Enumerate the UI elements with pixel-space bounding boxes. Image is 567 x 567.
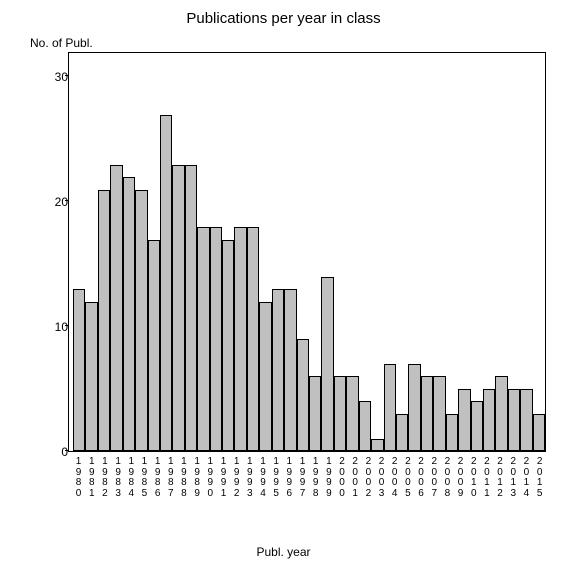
bar xyxy=(334,376,346,451)
x-tick-label: 1994 xyxy=(256,454,269,524)
y-tick-label: 0 xyxy=(38,445,68,459)
bar xyxy=(135,190,147,451)
bar xyxy=(197,227,209,451)
bar xyxy=(346,376,358,451)
y-tick-label: 10 xyxy=(38,320,68,334)
x-tick-label: 2013 xyxy=(507,454,520,524)
bar xyxy=(309,376,321,451)
x-tick-label: 2007 xyxy=(428,454,441,524)
y-tick-label: 20 xyxy=(38,195,68,209)
bar xyxy=(520,389,532,451)
chart-title: Publications per year in class xyxy=(0,10,567,27)
plot-area xyxy=(68,52,546,452)
bar xyxy=(483,389,495,451)
x-tick-label: 2006 xyxy=(414,454,427,524)
bar xyxy=(421,376,433,451)
x-tick-label: 1997 xyxy=(296,454,309,524)
bar xyxy=(234,227,246,451)
bar xyxy=(433,376,445,451)
bar xyxy=(508,389,520,451)
y-tick-label: 30 xyxy=(38,70,68,84)
x-tick-label: 1998 xyxy=(309,454,322,524)
bar xyxy=(247,227,259,451)
x-tick-label: 1989 xyxy=(191,454,204,524)
bar xyxy=(259,302,271,451)
x-tick-label: 2003 xyxy=(375,454,388,524)
bar xyxy=(321,277,333,451)
x-tick-label: 1996 xyxy=(283,454,296,524)
y-axis-label: No. of Publ. xyxy=(30,36,93,50)
y-tick-mark xyxy=(65,325,69,326)
x-tick-label: 2011 xyxy=(480,454,493,524)
bar xyxy=(98,190,110,451)
bar xyxy=(446,414,458,451)
bar xyxy=(110,165,122,451)
bar xyxy=(210,227,222,451)
x-tick-label: 1982 xyxy=(98,454,111,524)
x-tick-label: 2000 xyxy=(335,454,348,524)
x-tick-label: 1985 xyxy=(138,454,151,524)
bar xyxy=(284,289,296,451)
bar xyxy=(73,289,85,451)
x-axis-label: Publ. year xyxy=(0,545,567,559)
bar xyxy=(359,401,371,451)
x-tick-label: 1986 xyxy=(151,454,164,524)
x-tick-label: 2001 xyxy=(349,454,362,524)
x-tick-label: 1991 xyxy=(217,454,230,524)
x-tick-label: 2015 xyxy=(533,454,546,524)
bars-group xyxy=(69,53,545,451)
y-tick-mark xyxy=(65,450,69,451)
x-tick-label: 2004 xyxy=(388,454,401,524)
bar xyxy=(297,339,309,451)
bar xyxy=(185,165,197,451)
x-tick-label: 2002 xyxy=(362,454,375,524)
y-ticks: 0102030 xyxy=(38,52,68,452)
y-tick-mark xyxy=(65,200,69,201)
bar xyxy=(384,364,396,451)
x-tick-label: 1988 xyxy=(177,454,190,524)
bar xyxy=(222,240,234,451)
bar xyxy=(160,115,172,451)
bar xyxy=(408,364,420,451)
bar xyxy=(123,177,135,451)
x-tick-label: 1987 xyxy=(164,454,177,524)
x-tick-label: 1995 xyxy=(270,454,283,524)
x-tick-label: 2012 xyxy=(494,454,507,524)
bar xyxy=(458,389,470,451)
x-tick-label: 2010 xyxy=(467,454,480,524)
x-tick-label: 1999 xyxy=(322,454,335,524)
x-ticks: 1980198119821983198419851986198719881989… xyxy=(68,454,546,524)
bar xyxy=(396,414,408,451)
x-tick-label: 2008 xyxy=(441,454,454,524)
bar xyxy=(371,439,383,451)
bar xyxy=(85,302,97,451)
x-tick-label: 1993 xyxy=(243,454,256,524)
y-tick-mark xyxy=(65,75,69,76)
x-tick-label: 1984 xyxy=(125,454,138,524)
x-tick-label: 2014 xyxy=(520,454,533,524)
bar xyxy=(533,414,545,451)
bar xyxy=(495,376,507,451)
x-tick-label: 1992 xyxy=(230,454,243,524)
x-tick-label: 1981 xyxy=(85,454,98,524)
x-tick-label: 1990 xyxy=(204,454,217,524)
x-tick-label: 1983 xyxy=(112,454,125,524)
bar xyxy=(172,165,184,451)
x-tick-label: 2009 xyxy=(454,454,467,524)
chart-container: Publications per year in class No. of Pu… xyxy=(0,0,567,567)
bar xyxy=(148,240,160,451)
x-tick-label: 2005 xyxy=(401,454,414,524)
x-tick-label: 1980 xyxy=(72,454,85,524)
bar xyxy=(471,401,483,451)
bar xyxy=(272,289,284,451)
